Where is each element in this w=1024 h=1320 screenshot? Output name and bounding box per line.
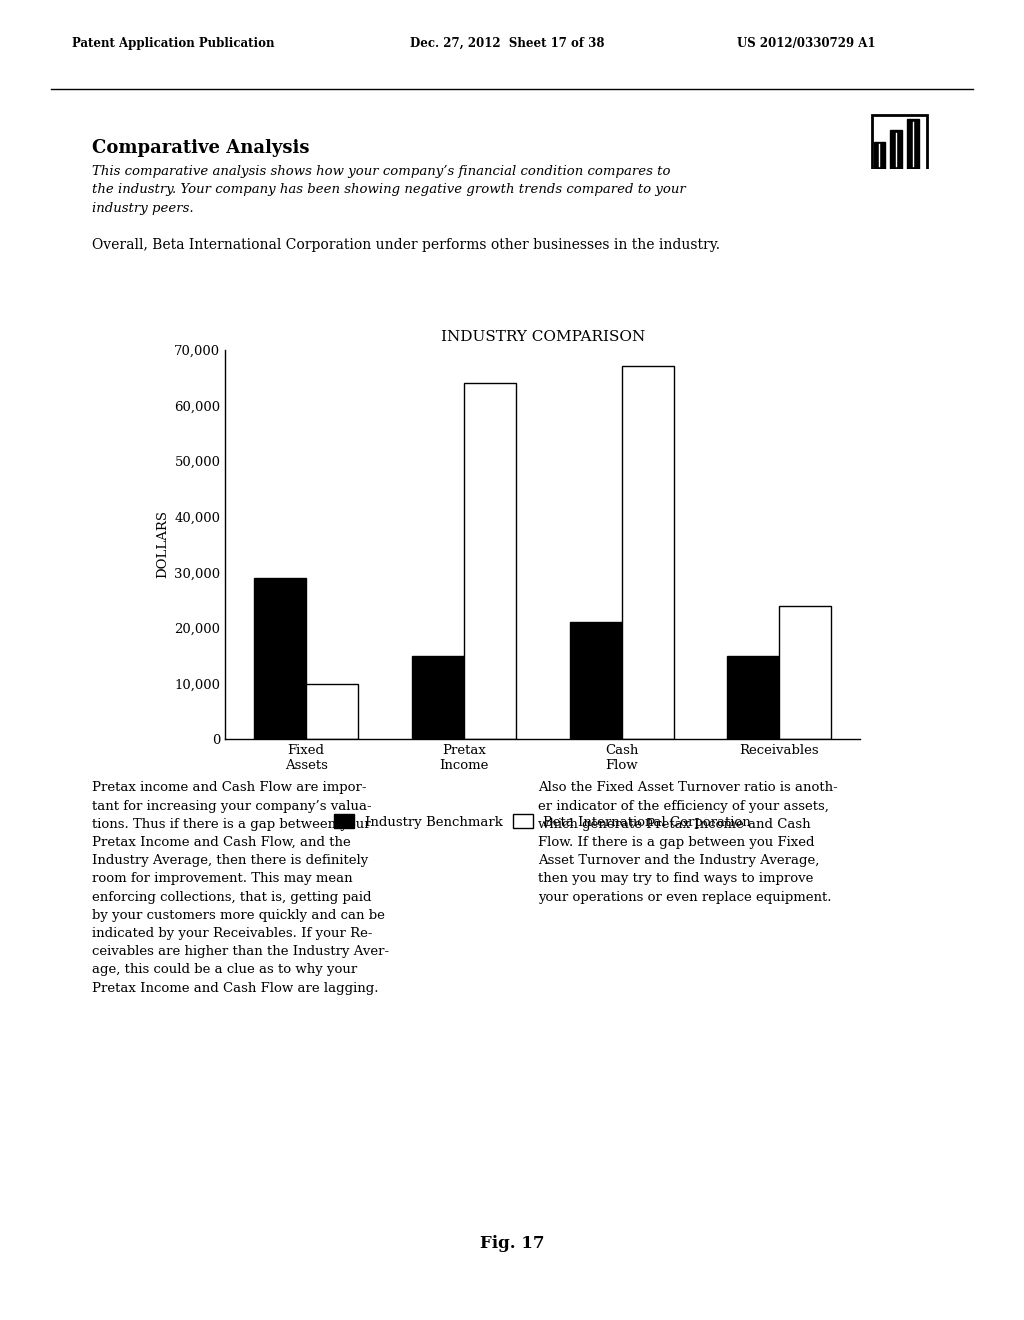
Bar: [907, 120, 919, 169]
Bar: [727, 656, 779, 739]
Text: US 2012/0330729 A1: US 2012/0330729 A1: [737, 37, 876, 50]
Bar: [306, 684, 358, 739]
Bar: [254, 578, 306, 739]
Text: Overall, Beta International Corporation under performs other businesses in the i: Overall, Beta International Corporation …: [92, 238, 720, 252]
Title: INDUSTRY COMPARISON: INDUSTRY COMPARISON: [440, 330, 645, 345]
Text: Comparative Analysis: Comparative Analysis: [92, 139, 309, 157]
Bar: [779, 606, 831, 739]
Bar: [890, 131, 902, 169]
Text: This comparative analysis shows how your company’s financial condition compares : This comparative analysis shows how your…: [92, 165, 686, 215]
Text: Also the Fixed Asset Turnover ratio is anoth-
er indicator of the efficiency of : Also the Fixed Asset Turnover ratio is a…: [538, 781, 838, 904]
Bar: [873, 141, 885, 169]
Bar: [464, 383, 516, 739]
Text: Fig. 17: Fig. 17: [480, 1236, 544, 1251]
Y-axis label: DOLLARS: DOLLARS: [156, 511, 169, 578]
Bar: [871, 115, 927, 172]
Text: Patent Application Publication: Patent Application Publication: [72, 37, 274, 50]
Bar: [412, 656, 464, 739]
Bar: [569, 623, 622, 739]
Bar: [622, 367, 674, 739]
Legend: Industry Benchmark, Beta International Corporation: Industry Benchmark, Beta International C…: [329, 809, 757, 834]
Text: Dec. 27, 2012  Sheet 17 of 38: Dec. 27, 2012 Sheet 17 of 38: [410, 37, 604, 50]
Text: Pretax income and Cash Flow are impor-
tant for increasing your company’s valua-: Pretax income and Cash Flow are impor- t…: [92, 781, 389, 995]
